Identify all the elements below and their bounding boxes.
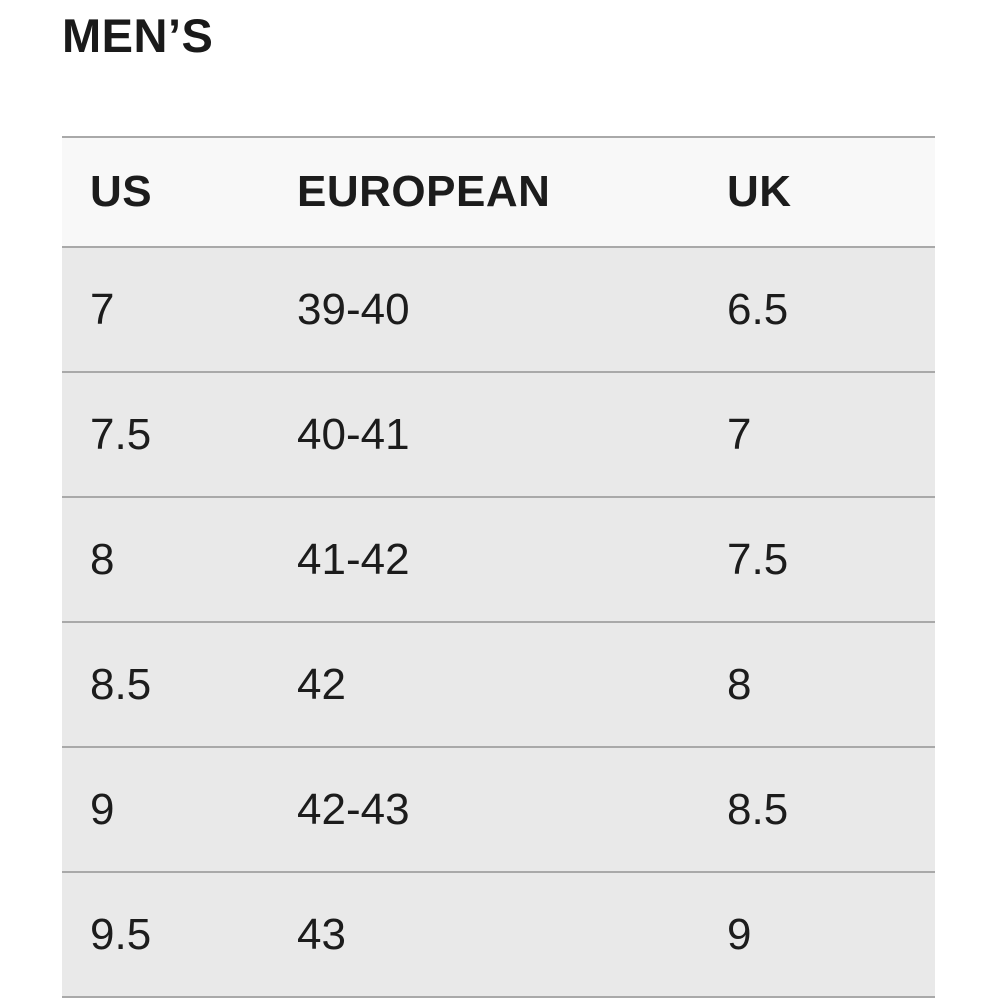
column-header-european: EUROPEAN [269,136,699,247]
table-cell-european: 42 [269,621,699,747]
size-conversion-table: US EUROPEAN UK 7 39-40 6.5 7.5 40-41 7 8… [62,136,935,998]
table-cell-european: 40-41 [269,371,699,497]
table-cell-uk: 7 [699,371,935,497]
table-row: 7.5 40-41 7 [62,371,935,497]
table-row: 8 41-42 7.5 [62,496,935,622]
table-row: 9 42-43 8.5 [62,746,935,872]
table-cell-european: 39-40 [269,246,699,372]
table-cell-european: 43 [269,871,699,998]
column-header-uk: UK [699,136,935,247]
table-header-row: US EUROPEAN UK [62,136,935,247]
table-cell-us: 9 [62,746,269,872]
table-row: 8.5 42 8 [62,621,935,747]
table-cell-uk: 9 [699,871,935,998]
table-row: 9.5 43 9 [62,871,935,998]
table-cell-us: 8 [62,496,269,622]
table-cell-european: 41-42 [269,496,699,622]
table-cell-uk: 7.5 [699,496,935,622]
table-cell-uk: 8 [699,621,935,747]
table-cell-us: 7 [62,246,269,372]
table-cell-european: 42-43 [269,746,699,872]
table-row: 7 39-40 6.5 [62,246,935,372]
table-cell-uk: 8.5 [699,746,935,872]
section-title: MEN’S [62,9,214,62]
table-cell-uk: 6.5 [699,246,935,372]
table-cell-us: 8.5 [62,621,269,747]
table-cell-us: 9.5 [62,871,269,998]
column-header-us: US [62,136,269,247]
table-cell-us: 7.5 [62,371,269,497]
